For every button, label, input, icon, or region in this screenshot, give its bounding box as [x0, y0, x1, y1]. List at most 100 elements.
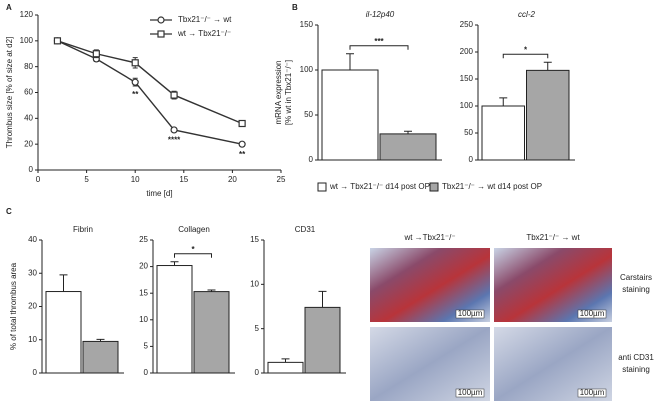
micrograph — [370, 248, 490, 322]
y-tick-label: 100 — [300, 65, 314, 74]
y-axis-label: [% wt in Tbx21⁻/⁻] — [284, 60, 293, 125]
x-tick-label: 10 — [131, 175, 140, 184]
x-tick-label: 5 — [84, 175, 89, 184]
legend-swatch — [317, 182, 327, 192]
bar — [321, 69, 379, 161]
micrograph — [370, 327, 490, 401]
row-label: Carstairs — [620, 273, 652, 282]
error-bar — [96, 338, 105, 342]
bar — [379, 133, 437, 161]
y-tick-label: 150 — [460, 74, 474, 83]
scale-bar-box — [455, 388, 485, 398]
bar — [156, 265, 193, 374]
y-tick-label: 50 — [464, 128, 473, 137]
error-bar — [318, 290, 327, 308]
significance: * — [191, 245, 195, 254]
y-tick-label: 0 — [144, 368, 149, 377]
chart-title: Collagen — [178, 225, 210, 234]
row-label: anti CD31 — [618, 353, 654, 362]
scale-bar-box — [455, 309, 485, 319]
y-tick-label: 25 — [139, 235, 148, 244]
bar — [45, 291, 82, 374]
error-bar — [281, 358, 290, 363]
y-tick-label: 80 — [24, 62, 33, 71]
panel-label: B — [292, 3, 298, 12]
data-point — [170, 126, 178, 134]
micrograph — [494, 327, 612, 401]
y-axis-label: % of total thrombus area — [9, 262, 18, 350]
column-label: wt →Tbx21⁻/⁻ — [403, 233, 455, 242]
error-bar — [543, 61, 552, 71]
row-label: staining — [622, 365, 650, 374]
legend-label: Tbx21⁻/⁻ → wt d14 post OP — [442, 182, 542, 191]
y-tick-label: 60 — [24, 88, 33, 97]
error-bar — [346, 53, 354, 70]
significance-bracket — [174, 253, 212, 258]
x-tick-label: 15 — [179, 175, 188, 184]
error-bar — [170, 261, 179, 266]
scale-bar-label: 100µm — [458, 388, 483, 397]
legend-label: wt → Tbx21⁻/⁻ — [177, 29, 231, 38]
legend-marker — [157, 30, 165, 38]
data-point — [170, 91, 178, 99]
y-tick-label: 0 — [469, 155, 474, 164]
y-tick-label: 0 — [255, 368, 260, 377]
y-tick-label: 10 — [28, 335, 37, 344]
chart-title: il-12p40 — [366, 10, 395, 19]
y-tick-label: 120 — [20, 10, 34, 19]
y-tick-label: 5 — [144, 342, 149, 351]
y-axis-label: mRNA expression — [274, 60, 283, 124]
y-tick-label: 40 — [28, 235, 37, 244]
significance: *** — [374, 37, 384, 46]
y-tick-label: 30 — [28, 268, 37, 277]
scale-bar-label: 100µm — [580, 309, 605, 318]
significance: ** — [132, 90, 139, 99]
scale-bar-label: 100µm — [580, 388, 605, 397]
y-tick-label: 15 — [139, 288, 148, 297]
y-tick-label: 10 — [250, 279, 259, 288]
y-tick-label: 0 — [29, 165, 34, 174]
panel-label: A — [6, 3, 12, 12]
bar — [82, 340, 119, 374]
x-tick-label: 0 — [36, 175, 41, 184]
y-axis-label: Thrombus size [% of size at d2] — [5, 37, 14, 149]
y-tick-label: 0 — [33, 368, 38, 377]
bar — [267, 361, 304, 374]
bar — [526, 69, 570, 161]
error-bar — [404, 130, 412, 134]
bar — [193, 291, 230, 374]
error-bar — [499, 97, 508, 106]
y-tick-label: 50 — [304, 110, 313, 119]
y-tick-label: 20 — [24, 139, 33, 148]
legend-label: wt → Tbx21⁻/⁻ d14 post OP — [329, 182, 430, 191]
chart-title: Fibrin — [73, 225, 93, 234]
y-tick-label: 15 — [250, 235, 259, 244]
significance-bracket — [349, 45, 409, 50]
data-point — [92, 50, 100, 58]
x-axis-label: time [d] — [146, 189, 172, 198]
data-point — [131, 59, 139, 67]
legend-swatch — [429, 182, 439, 192]
y-tick-label: 5 — [255, 324, 260, 333]
x-tick-label: 20 — [228, 175, 237, 184]
scale-bar-box — [577, 388, 607, 398]
y-tick-label: 20 — [28, 302, 37, 311]
y-tick-label: 100 — [20, 36, 34, 45]
scale-bar-box — [577, 309, 607, 319]
data-point — [131, 78, 139, 86]
y-tick-label: 40 — [24, 113, 33, 122]
panel-label: C — [6, 207, 12, 216]
column-label: Tbx21⁻/⁻ → wt — [526, 233, 580, 242]
error-bar — [207, 289, 216, 292]
y-tick-label: 250 — [460, 20, 474, 29]
chart-title: ccl-2 — [518, 10, 535, 19]
y-tick-label: 100 — [460, 101, 474, 110]
data-point — [238, 140, 246, 148]
legend-marker — [157, 16, 165, 24]
y-tick-label: 10 — [139, 315, 148, 324]
significance: **** — [168, 135, 181, 144]
micrograph — [494, 248, 612, 322]
y-tick-label: 200 — [460, 47, 474, 56]
y-tick-label: 150 — [300, 20, 314, 29]
